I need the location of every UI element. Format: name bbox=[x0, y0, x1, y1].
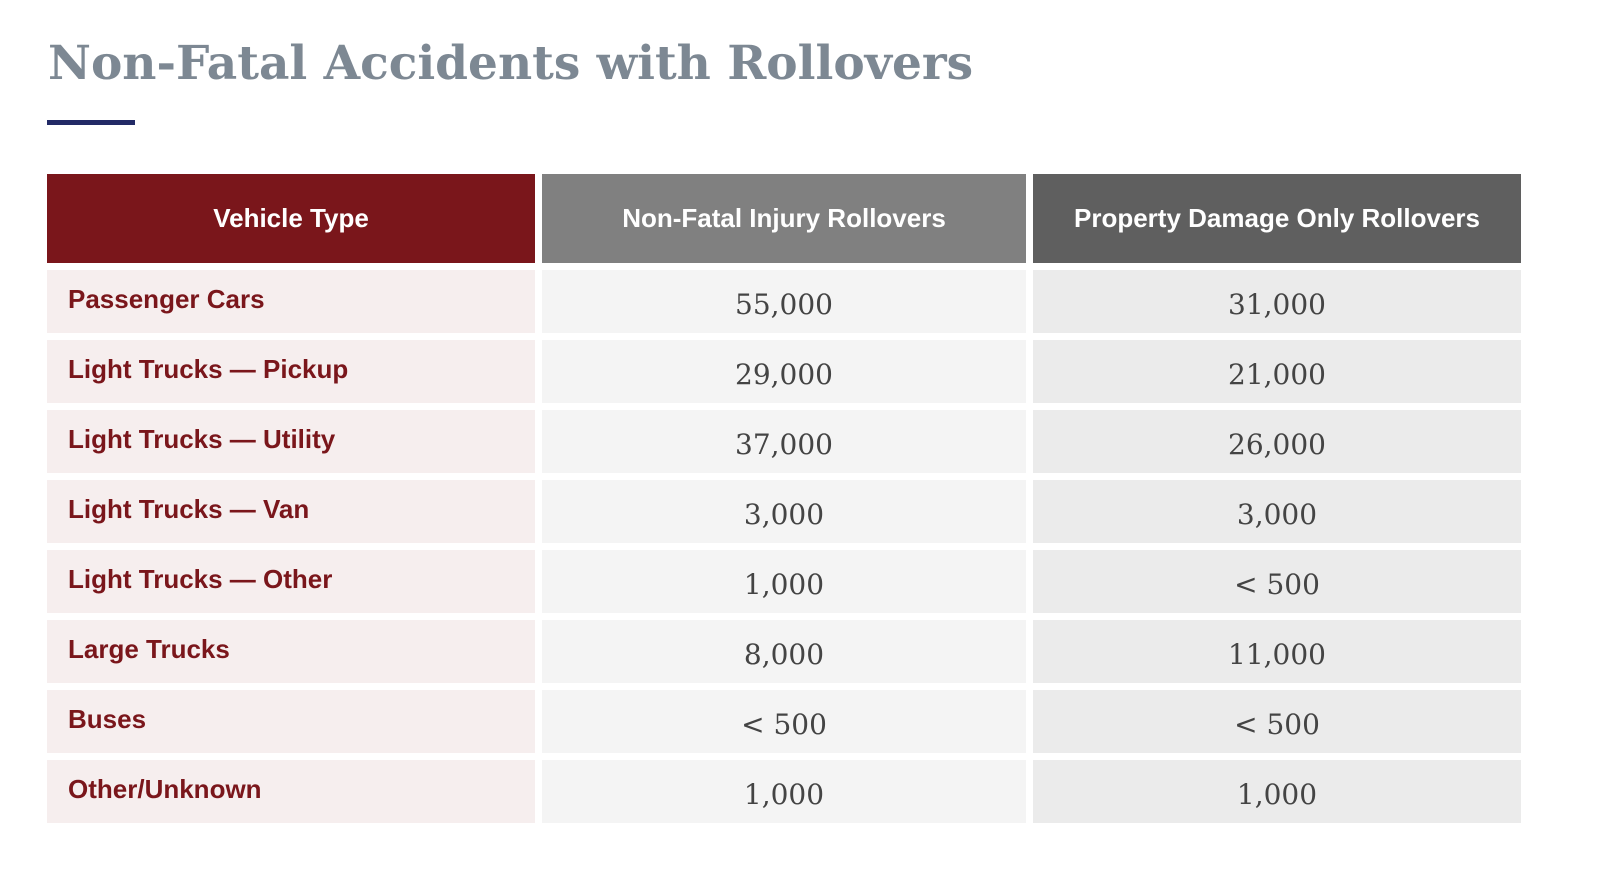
cell-value: 1,000 bbox=[743, 778, 825, 811]
property-rollovers-cell: 31,000 bbox=[1033, 270, 1521, 333]
injury-rollovers-cell: 8,000 bbox=[542, 620, 1026, 683]
rollover-table: Vehicle Type Non-Fatal Injury Rollovers … bbox=[47, 174, 1521, 823]
cell-value: < 500 bbox=[1234, 708, 1320, 741]
header-property-damage: Property Damage Only Rollovers bbox=[1033, 174, 1521, 263]
injury-rollovers-cell: 29,000 bbox=[542, 340, 1026, 403]
vehicle-type-cell: Light Trucks — Other bbox=[47, 550, 535, 613]
cell-value: < 500 bbox=[1234, 568, 1320, 601]
injury-rollovers-cell: < 500 bbox=[542, 690, 1026, 753]
page-title: Non-Fatal Accidents with Rollovers bbox=[48, 36, 974, 91]
injury-rollovers-cell: 1,000 bbox=[542, 760, 1026, 823]
vehicle-type-cell: Buses bbox=[47, 690, 535, 753]
cell-value: 1,000 bbox=[1236, 778, 1318, 811]
title-underline bbox=[47, 120, 135, 125]
property-rollovers-cell: < 500 bbox=[1033, 550, 1521, 613]
injury-rollovers-cell: 55,000 bbox=[542, 270, 1026, 333]
cell-value: 31,000 bbox=[1228, 288, 1326, 321]
vehicle-type-cell: Light Trucks — Pickup bbox=[47, 340, 535, 403]
property-rollovers-cell: 11,000 bbox=[1033, 620, 1521, 683]
cell-value: 11,000 bbox=[1228, 638, 1326, 671]
injury-rollovers-cell: 3,000 bbox=[542, 480, 1026, 543]
header-non-fatal-injury: Non-Fatal Injury Rollovers bbox=[542, 174, 1026, 263]
property-rollovers-cell: 21,000 bbox=[1033, 340, 1521, 403]
injury-rollovers-cell: 1,000 bbox=[542, 550, 1026, 613]
vehicle-type-cell: Passenger Cars bbox=[47, 270, 535, 333]
cell-value: 55,000 bbox=[735, 288, 833, 321]
property-rollovers-cell: < 500 bbox=[1033, 690, 1521, 753]
vehicle-type-cell: Light Trucks — Van bbox=[47, 480, 535, 543]
cell-value: 3,000 bbox=[1236, 498, 1318, 531]
property-rollovers-cell: 26,000 bbox=[1033, 410, 1521, 473]
vehicle-type-cell: Light Trucks — Utility bbox=[47, 410, 535, 473]
vehicle-type-cell: Large Trucks bbox=[47, 620, 535, 683]
cell-value: < 500 bbox=[741, 708, 827, 741]
property-rollovers-cell: 1,000 bbox=[1033, 760, 1521, 823]
cell-value: 3,000 bbox=[743, 498, 825, 531]
cell-value: 29,000 bbox=[735, 358, 833, 391]
cell-value: 21,000 bbox=[1228, 358, 1326, 391]
injury-rollovers-cell: 37,000 bbox=[542, 410, 1026, 473]
header-vehicle-type: Vehicle Type bbox=[47, 174, 535, 263]
cell-value: 26,000 bbox=[1228, 428, 1326, 461]
property-rollovers-cell: 3,000 bbox=[1033, 480, 1521, 543]
vehicle-type-cell: Other/Unknown bbox=[47, 760, 535, 823]
cell-value: 1,000 bbox=[743, 568, 825, 601]
cell-value: 8,000 bbox=[743, 638, 825, 671]
cell-value: 37,000 bbox=[735, 428, 833, 461]
